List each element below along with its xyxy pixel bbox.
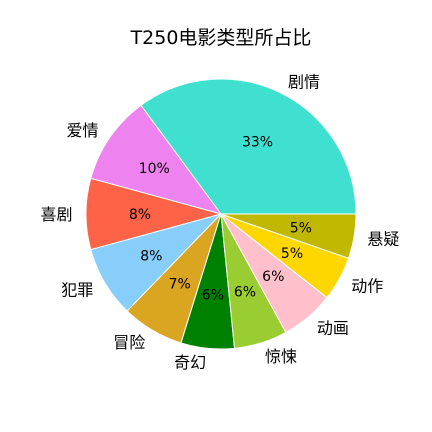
pie-slice-10 (220, 213, 357, 259)
percent-labels: 33% 10% 8% 8% 7% 6% 6% 6% 5% 5% (129, 135, 312, 304)
percent-label-5: 7% (169, 277, 191, 293)
category-label-7: 惊悚 (265, 347, 297, 366)
percent-label-8: 6% (262, 269, 284, 285)
category-label-6: 奇幻 (174, 353, 206, 372)
percent-label-4: 8% (140, 248, 162, 264)
pie-slice-1 (140, 78, 357, 215)
category-label-3: 喜剧 (40, 205, 72, 224)
category-label-9: 动作 (351, 276, 383, 295)
chart-title: T250电影类型所占比 (130, 27, 312, 49)
percent-label-1: 33% (242, 135, 273, 151)
percent-label-10: 5% (290, 220, 312, 236)
percent-label-6: 6% (202, 288, 224, 304)
category-label-4: 犯罪 (61, 281, 93, 300)
pie-slices (85, 78, 357, 350)
percent-label-3: 8% (129, 207, 151, 223)
category-label-5: 冒险 (113, 333, 145, 352)
percent-label-2: 10% (139, 161, 170, 177)
percent-label-7: 6% (234, 284, 256, 300)
percent-label-9: 5% (281, 246, 303, 262)
category-label-10: 悬疑 (367, 230, 399, 249)
category-label-8: 动画 (317, 318, 349, 337)
category-label-2: 爱情 (67, 121, 99, 140)
category-label-1: 剧情 (288, 72, 320, 91)
